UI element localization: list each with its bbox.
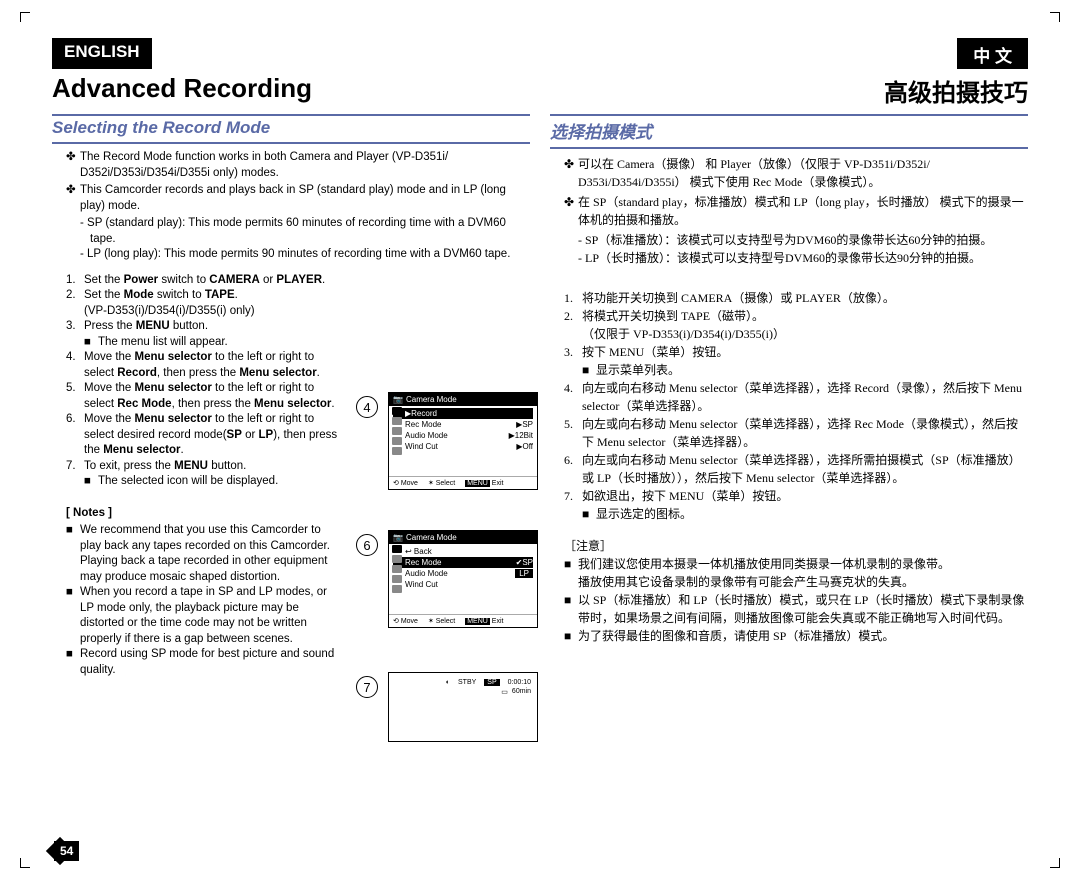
language-bar: ENGLISH 中 文 bbox=[52, 38, 1028, 69]
cn-note-2: 以 SP（标准播放）和 LP（长时播放）模式，或只在 LP（长时播放）模式下录制… bbox=[578, 591, 1028, 627]
en-step-1: Set the Power switch to CAMERA or PLAYER… bbox=[84, 273, 325, 289]
manual-page: ENGLISH 中 文 Advanced Recording 高级拍摄技巧 Se… bbox=[0, 0, 1080, 880]
column-english: Selecting the Record Mode ✤The Record Mo… bbox=[52, 114, 540, 679]
step-circle-7: 7 bbox=[356, 676, 378, 698]
cn-note-1: 我们建议您使用本摄录一体机播放使用同类摄录一体机录制的录像带。 bbox=[578, 555, 950, 573]
cn-step-2b: （仅限于 VP-D353(i)/D354(i)/D355(i)） bbox=[582, 325, 785, 343]
en-step-3: Press the MENU button. bbox=[84, 319, 208, 335]
en-step-7: To exit, press the MENU button. bbox=[84, 459, 246, 475]
en-note-1b: Playing back a tape recorded in other eq… bbox=[80, 554, 342, 585]
crop-mark bbox=[1050, 12, 1060, 22]
en-note-1: We recommend that you use this Camcorder… bbox=[80, 523, 342, 554]
cn-step-1: 将功能开关切换到 CAMERA（摄像）或 PLAYER（放像）。 bbox=[582, 289, 895, 307]
cn-note-1b: 播放使用其它设备录制的录像带有可能会产生马赛克状的失真。 bbox=[578, 573, 1028, 591]
en-note-3: Record using SP mode for best picture an… bbox=[80, 647, 342, 678]
cn-sub-sp: SP（标准播放）：该模式可以支持型号为DVM60的录像带长达60分钟的拍摄。 bbox=[585, 233, 992, 247]
en-note-2: When you record a tape in SP and LP mode… bbox=[80, 585, 342, 647]
en-sub-sp: - SP (standard play): This mode permits … bbox=[80, 216, 530, 247]
subhead-english: Selecting the Record Mode bbox=[52, 118, 530, 138]
en-step-7b: The selected icon will be displayed. bbox=[98, 474, 278, 490]
cn-step-4: 向左或向右移动 Menu selector（菜单选择器），选择 Record（录… bbox=[582, 379, 1028, 415]
lcd-screen-4: 📷 Camera Mode ▶Record Rec Mode▶SP Audio … bbox=[388, 392, 538, 490]
crop-mark bbox=[20, 858, 30, 868]
en-step-5: Move the Menu selector to the left or ri… bbox=[84, 381, 342, 412]
columns: Selecting the Record Mode ✤The Record Mo… bbox=[52, 114, 1028, 679]
cn-step-3b: 显示菜单列表。 bbox=[596, 361, 680, 379]
cn-step-7b: 显示选定的图标。 bbox=[596, 505, 692, 523]
title-row: Advanced Recording 高级拍摄技巧 bbox=[52, 73, 1028, 108]
en-step-4: Move the Menu selector to the left or ri… bbox=[84, 350, 342, 381]
cn-sub-lp: LP（长时播放）：该模式可以支持型号DVM60的录像带长达90分钟的拍摄。 bbox=[585, 251, 981, 265]
crop-mark bbox=[1050, 858, 1060, 868]
notes-heading-cn: ［注意］ bbox=[564, 537, 1028, 555]
subhead-chinese: 选择拍摄模式 bbox=[550, 118, 1028, 143]
cn-bullet-2: 在 SP（standard play，标准播放）模式和 LP（long play… bbox=[578, 193, 1028, 229]
en-step-6: Move the Menu selector to the left or ri… bbox=[84, 412, 342, 459]
en-step-2: Set the Mode switch to TAPE. bbox=[84, 288, 238, 304]
lcd-screen-6: 📷 Camera Mode ↩ Back Rec Mode✔SP Audio M… bbox=[388, 530, 538, 628]
en-bullet-1: The Record Mode function works in both C… bbox=[80, 150, 530, 181]
step-circle-6: 6 bbox=[356, 534, 378, 556]
en-sub-lp: - LP (long play): This mode permits 90 m… bbox=[80, 247, 530, 263]
lcd-screen-7: ◐ STBY SP 0:00:10 ▭60min bbox=[388, 672, 538, 742]
en-step-2b: (VP-D353(i)/D354(i)/D355(i) only) bbox=[84, 304, 255, 320]
en-bullet-2: This Camcorder records and plays back in… bbox=[80, 183, 530, 214]
lang-chinese-tab: 中 文 bbox=[957, 38, 1028, 69]
cn-step-2: 将模式开关切换到 TAPE（磁带）。 bbox=[582, 307, 764, 325]
column-chinese: 选择拍摄模式 ✤可以在 Camera（摄像） 和 Player（放像）（仅限于 … bbox=[540, 114, 1028, 679]
en-step-3b: The menu list will appear. bbox=[98, 335, 228, 351]
notes-heading-en: [ Notes ] bbox=[66, 506, 530, 522]
crop-mark bbox=[20, 12, 30, 22]
cn-note-3: 为了获得最佳的图像和音质，请使用 SP（标准播放）模式。 bbox=[578, 627, 894, 645]
title-english: Advanced Recording bbox=[52, 73, 312, 108]
title-chinese: 高级拍摄技巧 bbox=[884, 73, 1028, 108]
cn-step-3: 按下 MENU（菜单）按钮。 bbox=[582, 343, 728, 361]
page-number: 54 bbox=[54, 842, 79, 860]
cn-step-7: 如欲退出，按下 MENU（菜单）按钮。 bbox=[582, 487, 788, 505]
lang-english-tab: ENGLISH bbox=[52, 38, 152, 69]
step-circle-4: 4 bbox=[356, 396, 378, 418]
cn-step-5: 向左或向右移动 Menu selector（菜单选择器），选择 Rec Mode… bbox=[582, 415, 1028, 451]
cn-bullet-1: 可以在 Camera（摄像） 和 Player（放像）（仅限于 VP-D351i… bbox=[578, 155, 1028, 191]
cn-step-6: 向左或向右移动 Menu selector（菜单选择器），选择所需拍摄模式（SP… bbox=[582, 451, 1028, 487]
